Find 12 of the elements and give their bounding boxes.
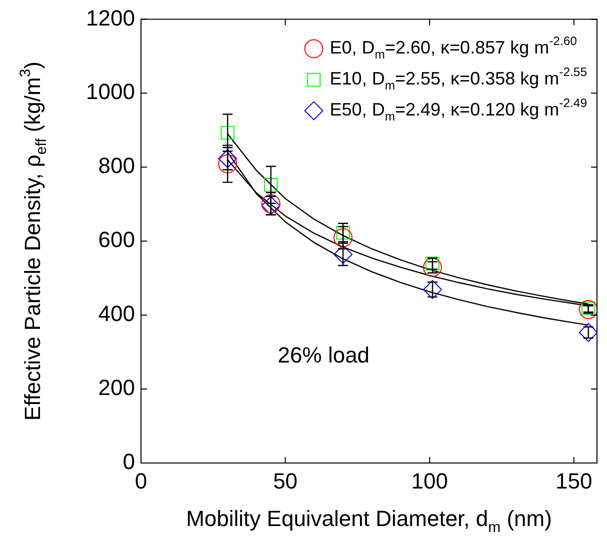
y-tick-label: 1000 (86, 79, 135, 104)
annotation: 26% load (278, 342, 370, 368)
y-axis-title: Effective Particle Density, ρeff (kg/m3) (16, 62, 50, 421)
y-tick-label: 200 (98, 375, 135, 400)
x-tick-label: 100 (411, 468, 448, 494)
y-tick-label: 600 (98, 227, 135, 252)
x-tick-label: 50 (273, 468, 298, 494)
y-tick-label: 400 (98, 301, 135, 326)
y-tick-label: 1200 (86, 5, 135, 30)
y-tick-label: 0 (122, 449, 135, 474)
x-tick-label: 150 (556, 468, 592, 494)
y-tick-label: 800 (98, 153, 135, 178)
